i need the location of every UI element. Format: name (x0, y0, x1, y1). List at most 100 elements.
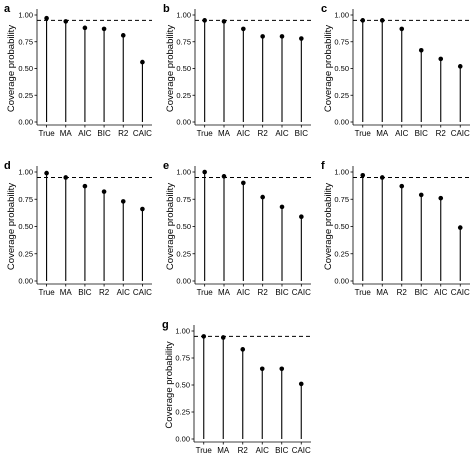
panel-letter: c (321, 3, 327, 15)
y-axis-title: Coverage probability (323, 25, 334, 112)
x-tick-label: R2 (258, 288, 269, 297)
lollipop-point (202, 18, 207, 23)
lollipop-point (101, 189, 107, 194)
lollipop-point (221, 19, 227, 24)
x-tick-label: CAIC (133, 129, 152, 138)
y-tick-label: 0.25 (176, 249, 191, 258)
y-tick-label: 0.50 (18, 64, 33, 73)
y-tick-label: 0.25 (334, 249, 349, 258)
y-axis-title: Coverage probability (164, 341, 175, 428)
y-tick-label: 1.00 (176, 11, 191, 20)
x-tick-label: MA (376, 288, 389, 297)
y-tick-label: 0.25 (175, 408, 190, 417)
y-tick-label: 0.25 (18, 249, 33, 258)
y-axis-title: Coverage probability (6, 183, 17, 270)
x-tick-label: R2 (258, 129, 269, 138)
y-tick-label: 0.25 (334, 91, 349, 100)
x-tick-label: True (355, 288, 372, 297)
lollipop-point (379, 18, 385, 23)
x-tick-label: True (355, 129, 372, 138)
y-tick-label: 0.75 (175, 354, 190, 363)
lollipop-point (120, 33, 126, 38)
lollipop-point (438, 195, 444, 201)
x-tick-label: BIC (415, 288, 429, 297)
panel-letter: e (163, 160, 169, 172)
lollipop-point (457, 64, 463, 69)
panel-letter: a (4, 3, 11, 15)
y-tick-label: 0.50 (176, 64, 191, 73)
x-tick-label: AIC (237, 288, 251, 297)
x-tick-label: MA (60, 288, 73, 297)
lollipop-point (220, 335, 226, 340)
y-tick-label: 0.00 (18, 277, 33, 286)
x-tick-label: BIC (415, 129, 429, 138)
y-tick-label: 0.75 (334, 195, 349, 204)
x-tick-label: CAIC (451, 288, 470, 297)
lollipop-point (418, 48, 424, 53)
x-tick-label: CAIC (451, 129, 470, 138)
x-tick-label: BIC (97, 129, 111, 138)
x-tick-label: AIC (395, 129, 409, 138)
y-tick-label: 0.25 (18, 91, 33, 100)
y-tick-label: 0.50 (334, 222, 349, 231)
x-tick-label: MA (217, 446, 230, 455)
lollipop-point (63, 175, 69, 180)
lollipop-point (221, 174, 227, 179)
lollipop-point (44, 170, 49, 176)
x-tick-label: MA (376, 129, 389, 138)
lollipop-point (298, 381, 304, 387)
y-tick-label: 0.50 (175, 381, 190, 390)
lollipop-point (202, 169, 207, 175)
x-tick-label: MA (60, 129, 73, 138)
y-tick-label: 0.50 (176, 222, 191, 231)
x-tick-label: True (39, 288, 56, 297)
y-tick-label: 0.00 (176, 277, 191, 286)
lollipop-point (279, 366, 285, 372)
x-tick-label: BIC (275, 288, 289, 297)
y-axis-title: Coverage probability (165, 25, 176, 112)
x-tick-label: AIC (237, 129, 251, 138)
y-tick-label: 0.75 (18, 195, 33, 204)
panel-letter: b (163, 3, 170, 15)
y-tick-label: 0.00 (334, 277, 349, 286)
lollipop-point (82, 183, 88, 189)
y-tick-label: 0.50 (18, 222, 33, 231)
lollipop-point (279, 34, 285, 39)
y-axis-title: Coverage probability (6, 25, 17, 112)
y-tick-label: 1.00 (18, 11, 33, 20)
y-tick-label: 0.25 (176, 91, 191, 100)
x-tick-label: R2 (436, 129, 447, 138)
x-tick-label: AIC (275, 129, 289, 138)
y-axis-title: Coverage probability (165, 183, 176, 270)
lollipop-point (259, 366, 265, 372)
lollipop-point (360, 172, 366, 178)
panel-letter: f (321, 160, 325, 172)
x-tick-label: MA (218, 288, 231, 297)
y-tick-label: 1.00 (176, 168, 191, 177)
y-tick-label: 0.00 (175, 435, 190, 444)
lollipop-point (260, 34, 265, 39)
y-tick-label: 0.75 (18, 37, 33, 46)
y-tick-label: 1.00 (334, 11, 349, 20)
x-tick-label: AIC (256, 446, 270, 455)
lollipop-point (140, 59, 145, 65)
lollipop-point (120, 199, 126, 204)
y-tick-label: 0.75 (334, 37, 349, 46)
lollipop-point (82, 25, 88, 31)
lollipop-point (240, 347, 246, 352)
lollipop-point (399, 26, 405, 32)
lollipop-point (399, 183, 405, 189)
x-tick-label: CAIC (292, 446, 311, 455)
lollipop-point (101, 26, 107, 32)
x-tick-label: True (197, 288, 214, 297)
x-tick-label: BIC (295, 129, 309, 138)
y-tick-label: 0.75 (176, 37, 191, 46)
lollipop-point (360, 18, 366, 23)
y-tick-label: 0.00 (18, 118, 33, 127)
lollipop-point (201, 334, 207, 339)
